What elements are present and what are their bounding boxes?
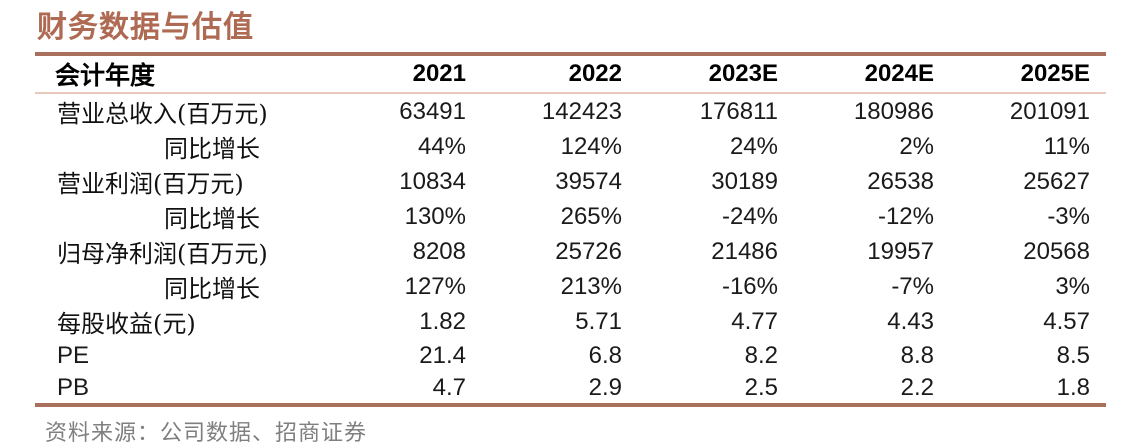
cell-value: -7% (891, 272, 934, 300)
cell-value: 4.57 (1043, 307, 1090, 335)
cell-value: 3% (1055, 272, 1090, 300)
financial-data-table: 会计年度 2021 2022 2023E 2024E 2025E 营业总收入(百… (35, 52, 1106, 407)
cell-value: 20568 (1023, 237, 1090, 265)
row-label: 归母净利润(百万元) (57, 240, 268, 268)
cell-value: -24% (721, 202, 778, 230)
cell-value: 180986 (853, 97, 934, 125)
header-year-2021: 2021 (412, 60, 466, 87)
cell-value: 8208 (412, 237, 466, 265)
row-label: 同比增长 (164, 135, 260, 163)
cell-value: 4.7 (432, 373, 466, 401)
header-year-2024e: 2024E (864, 60, 934, 87)
table-row-operating-profit-yoy-growth: 同比增长 130% 265% -24% -12% -3% (35, 199, 1106, 234)
cell-value: 39574 (555, 167, 622, 195)
table-row-total-revenue: 营业总收入(百万元) 63491 142423 176811 180986 20… (35, 93, 1106, 129)
cell-value: 142423 (541, 97, 622, 125)
cell-value: -16% (721, 272, 778, 300)
cell-value: 8.8 (900, 341, 934, 369)
row-label: 每股收益(元) (57, 310, 196, 338)
cell-value: 2.2 (900, 373, 934, 401)
cell-value: -12% (877, 202, 934, 230)
cell-value: 11% (1043, 132, 1090, 160)
header-year-2022: 2022 (568, 60, 622, 87)
cell-value: 25627 (1023, 167, 1090, 195)
table-row-eps: 每股收益(元) 1.82 5.71 4.77 4.43 4.57 (35, 304, 1106, 339)
cell-value: 6.8 (588, 341, 622, 369)
cell-value: 265% (560, 202, 622, 230)
header-year-2025e: 2025E (1020, 60, 1090, 87)
table-row-pe: PE 21.4 6.8 8.2 8.8 8.5 (35, 339, 1106, 372)
header-accounting-year: 会计年度 (55, 61, 156, 90)
cell-value: 2.9 (588, 373, 622, 401)
cell-value: 21.4 (419, 341, 466, 369)
row-label: PB (57, 373, 90, 401)
table-header-row: 会计年度 2021 2022 2023E 2024E 2025E (35, 54, 1106, 93)
row-label: PE (57, 341, 90, 369)
cell-value: 2% (899, 132, 934, 160)
cell-value: 2.5 (744, 373, 778, 401)
cell-value: 21486 (711, 237, 778, 265)
cell-value: 63491 (399, 97, 466, 125)
cell-value: 30189 (711, 167, 778, 195)
data-source-note: 资料来源：公司数据、招商证券 (45, 421, 368, 446)
table-row-pb: PB 4.7 2.9 2.5 2.2 1.8 (35, 372, 1106, 405)
cell-value: 4.43 (887, 307, 934, 335)
cell-value: 213% (560, 272, 622, 300)
cell-value: 124% (560, 132, 622, 160)
cell-value: -3% (1047, 202, 1090, 230)
table-row-operating-profit: 营业利润(百万元) 10834 39574 30189 26538 25627 (35, 164, 1106, 199)
row-label: 营业利润(百万元) (57, 170, 244, 198)
cell-value: 176811 (699, 97, 778, 125)
cell-value: 8.5 (1056, 341, 1090, 369)
cell-value: 130% (404, 202, 466, 230)
cell-value: 1.8 (1056, 373, 1090, 401)
cell-value: 1.82 (419, 307, 466, 335)
cell-value: 4.77 (731, 307, 778, 335)
table-row-net-profit: 归母净利润(百万元) 8208 25726 21486 19957 20568 (35, 234, 1106, 269)
cell-value: 8.2 (744, 341, 778, 369)
section-title: 财务数据与估值 (37, 10, 254, 45)
cell-value: 26538 (867, 167, 934, 195)
table-row-net-profit-yoy-growth: 同比增长 127% 213% -16% -7% 3% (35, 269, 1106, 304)
report-table-section: 财务数据与估值 会计年度 2021 2022 2023E 2024E 2025E… (35, 10, 1106, 446)
cell-value: 10834 (399, 167, 466, 195)
row-label: 同比增长 (164, 275, 260, 303)
cell-value: 25726 (555, 237, 622, 265)
cell-value: 24% (729, 132, 778, 160)
header-year-2023e: 2023E (708, 60, 778, 87)
cell-value: 127% (404, 272, 466, 300)
cell-value: 19957 (867, 237, 934, 265)
row-label: 营业总收入(百万元) (57, 100, 268, 128)
cell-value: 201091 (1009, 97, 1090, 125)
row-label: 同比增长 (164, 205, 260, 233)
cell-value: 5.71 (575, 307, 622, 335)
table-row-revenue-yoy-growth: 同比增长 44% 124% 24% 2% 11% (35, 129, 1106, 164)
cell-value: 44% (417, 132, 466, 160)
